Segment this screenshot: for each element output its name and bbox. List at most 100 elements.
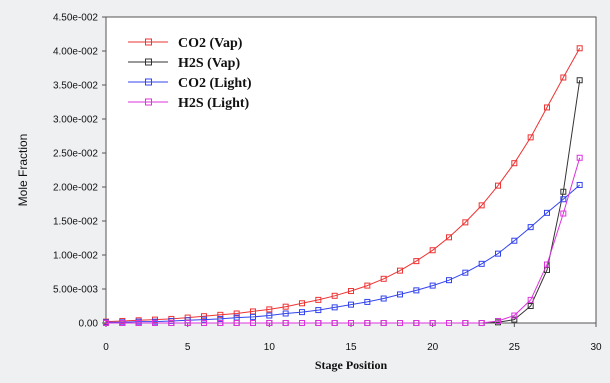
data-point bbox=[331, 320, 338, 326]
y-tick-label: 4.50e-002 bbox=[53, 13, 98, 24]
data-point bbox=[429, 320, 436, 326]
data-point bbox=[462, 320, 469, 326]
data-point bbox=[527, 134, 534, 141]
data-point bbox=[478, 202, 485, 209]
data-point bbox=[527, 224, 534, 231]
data-point bbox=[299, 320, 305, 326]
data-point bbox=[364, 282, 371, 289]
y-axis: 0.00 5.00e-003 1.00e-002 1.50e-002 2.00e-002… bbox=[53, 13, 106, 330]
series-layer bbox=[103, 45, 583, 326]
data-point bbox=[233, 310, 240, 317]
data-point bbox=[560, 210, 567, 217]
y-tick-label: 0.00 bbox=[79, 319, 99, 330]
data-point bbox=[429, 282, 436, 289]
data-point bbox=[299, 309, 305, 316]
legend-item-co2-vap: CO2 (Vap) bbox=[128, 36, 243, 51]
legend-item-h2s-light: H2S (Light) bbox=[128, 96, 250, 111]
series-h2s-light bbox=[103, 154, 583, 326]
data-point bbox=[527, 296, 534, 303]
x-tick-label: 5 bbox=[185, 342, 191, 353]
data-point bbox=[201, 313, 207, 320]
data-point bbox=[397, 291, 403, 298]
data-point bbox=[348, 301, 354, 308]
data-point bbox=[103, 320, 109, 326]
data-point bbox=[511, 237, 518, 244]
data-point bbox=[576, 181, 583, 188]
data-point bbox=[233, 320, 240, 326]
data-point bbox=[364, 298, 371, 305]
data-point bbox=[462, 269, 469, 276]
legend-item-h2s-vap: H2S (Vap) bbox=[128, 56, 240, 71]
data-point bbox=[495, 317, 501, 324]
data-point bbox=[446, 320, 452, 326]
data-point bbox=[544, 209, 550, 216]
data-point bbox=[446, 234, 452, 241]
data-point bbox=[282, 303, 289, 310]
x-axis-title: Stage Position bbox=[315, 358, 388, 372]
data-point bbox=[478, 260, 485, 267]
data-point bbox=[315, 296, 322, 303]
data-point bbox=[446, 277, 452, 284]
y-tick-label: 5.00e-003 bbox=[53, 285, 98, 296]
x-tick-label: 10 bbox=[264, 342, 276, 353]
data-point bbox=[266, 312, 273, 319]
data-point bbox=[168, 320, 175, 326]
legend-label: H2S (Light) bbox=[178, 96, 250, 111]
y-tick-label: 3.50e-002 bbox=[53, 81, 98, 92]
data-point bbox=[560, 196, 567, 203]
data-point bbox=[315, 320, 322, 326]
legend-marker bbox=[145, 78, 152, 86]
data-point bbox=[331, 304, 338, 311]
data-point bbox=[348, 320, 354, 326]
data-point bbox=[184, 320, 191, 326]
data-point bbox=[201, 320, 207, 326]
data-point bbox=[315, 307, 322, 314]
y-tick-label: 1.00e-002 bbox=[53, 251, 98, 262]
data-point bbox=[135, 320, 142, 326]
data-point bbox=[544, 261, 550, 268]
legend: CO2 (Vap) H2S (Vap) CO2 (Light) H2S (Light) bbox=[128, 36, 252, 111]
data-point bbox=[462, 219, 469, 226]
x-tick-label: 0 bbox=[103, 342, 109, 353]
data-point bbox=[380, 275, 387, 282]
y-axis-title: Mole Fraction bbox=[16, 134, 30, 207]
legend-item-co2-light: CO2 (Light) bbox=[128, 76, 252, 91]
data-point bbox=[266, 320, 273, 326]
data-point bbox=[364, 320, 371, 326]
data-point bbox=[299, 300, 305, 307]
data-point bbox=[560, 188, 567, 195]
data-point bbox=[331, 292, 338, 299]
x-tick-label: 30 bbox=[590, 342, 602, 353]
y-tick-label: 2.50e-002 bbox=[53, 149, 98, 160]
data-point bbox=[250, 320, 256, 326]
data-point bbox=[413, 258, 420, 265]
y-tick-label: 4.00e-002 bbox=[53, 47, 98, 58]
data-point bbox=[217, 320, 224, 326]
legend-marker bbox=[145, 98, 152, 106]
data-point bbox=[413, 287, 420, 294]
legend-label: H2S (Vap) bbox=[178, 56, 240, 71]
data-point bbox=[348, 288, 354, 295]
y-tick-label: 1.50e-002 bbox=[53, 217, 98, 228]
data-point bbox=[201, 316, 207, 323]
data-point bbox=[511, 160, 518, 167]
data-point bbox=[282, 320, 289, 326]
data-point bbox=[380, 320, 387, 326]
data-point bbox=[397, 320, 403, 326]
legend-label: CO2 (Vap) bbox=[178, 36, 243, 51]
data-point bbox=[217, 311, 224, 318]
data-point bbox=[527, 303, 534, 309]
data-point bbox=[429, 247, 436, 254]
data-point bbox=[576, 77, 583, 84]
plot-area bbox=[105, 16, 597, 324]
data-point bbox=[511, 312, 518, 319]
data-point bbox=[397, 267, 403, 274]
data-point bbox=[576, 45, 583, 52]
x-tick-label: 15 bbox=[345, 342, 357, 353]
data-point bbox=[560, 74, 567, 81]
data-point bbox=[152, 320, 158, 326]
y-tick-label: 2.00e-002 bbox=[53, 183, 98, 194]
data-point bbox=[380, 295, 387, 302]
legend-label: CO2 (Light) bbox=[178, 76, 252, 91]
